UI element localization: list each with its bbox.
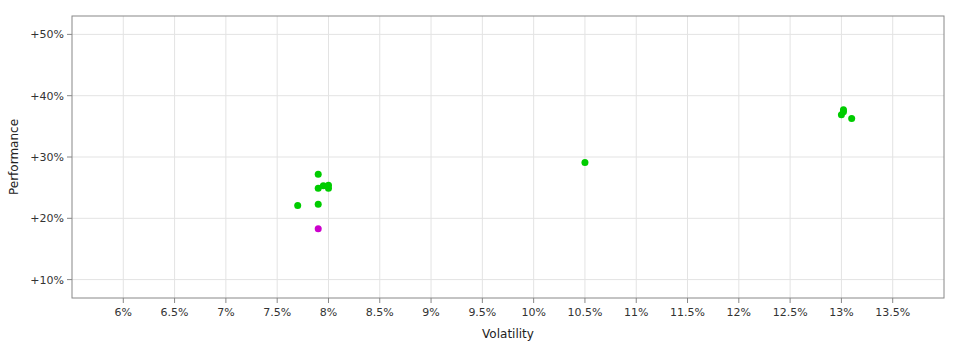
x-tick xyxy=(123,298,124,303)
data-points xyxy=(294,106,855,232)
scatter-point xyxy=(315,225,322,232)
x-tick-label: 9% xyxy=(422,306,439,319)
chart-svg: 6% 6.5% 7% 7.5% 8% 8.5% 9% 9.5% 10% 10.5% 11% 11.5%… xyxy=(0,0,966,350)
x-tick-label: 12.5% xyxy=(773,306,808,319)
x-tick xyxy=(482,298,483,303)
x-tick-label: 10% xyxy=(521,306,545,319)
x-tick xyxy=(841,298,842,303)
plot-frame xyxy=(72,16,944,298)
y-tick-label: +40% xyxy=(30,90,64,103)
x-tick-label: 13% xyxy=(829,306,853,319)
scatter-point xyxy=(315,171,322,178)
x-tick xyxy=(431,298,432,303)
y-tick-label: +10% xyxy=(30,274,64,287)
series xyxy=(315,225,322,232)
x-tick xyxy=(790,298,791,303)
y-grid-line xyxy=(72,218,944,219)
x-tick xyxy=(225,298,226,303)
x-tick xyxy=(687,298,688,303)
y-tick xyxy=(67,157,72,158)
y-tick-label: +30% xyxy=(30,151,64,164)
y-axis-label: Performance xyxy=(7,119,21,195)
y-grid-line xyxy=(72,95,944,96)
x-tick-label: 8% xyxy=(320,306,337,319)
y-tick xyxy=(67,95,72,96)
scatter-point xyxy=(848,115,855,122)
y-tick xyxy=(67,279,72,280)
grid xyxy=(72,16,944,298)
x-tick-label: 7.5% xyxy=(263,306,291,319)
x-tick-label: 6.5% xyxy=(161,306,189,319)
x-axis-label: Volatility xyxy=(482,327,534,341)
x-tick-label: 7% xyxy=(217,306,234,319)
chart-container: 6% 6.5% 7% 7.5% 8% 8.5% 9% 9.5% 10% 10.5% 11% 11.5%… xyxy=(0,0,966,350)
x-tick xyxy=(277,298,278,303)
y-tick-label: +20% xyxy=(30,212,64,225)
y-tick xyxy=(67,34,72,35)
x-tick xyxy=(174,298,175,303)
series xyxy=(294,106,855,209)
x-tick-label: 11.5% xyxy=(670,306,705,319)
x-tick xyxy=(892,298,893,303)
scatter-point xyxy=(294,202,301,209)
x-tick xyxy=(533,298,534,303)
x-tick-label: 10.5% xyxy=(567,306,602,319)
x-tick xyxy=(584,298,585,303)
x-tick xyxy=(738,298,739,303)
x-tick-label: 11% xyxy=(624,306,648,319)
axes: 6% 6.5% 7% 7.5% 8% 8.5% 9% 9.5% 10% 10.5% 11% 11.5%… xyxy=(30,28,910,319)
y-grid-line xyxy=(72,34,944,35)
x-tick-label: 8.5% xyxy=(366,306,394,319)
x-tick xyxy=(328,298,329,303)
scatter-point xyxy=(581,159,588,166)
y-grid-line xyxy=(72,279,944,280)
scatter-point xyxy=(315,201,322,208)
y-tick-label: +50% xyxy=(30,28,64,41)
plot-background xyxy=(72,16,944,298)
y-grid-line xyxy=(72,157,944,158)
y-tick xyxy=(67,218,72,219)
x-tick-label: 9.5% xyxy=(468,306,496,319)
x-tick xyxy=(379,298,380,303)
x-tick-label: 6% xyxy=(115,306,132,319)
scatter-point xyxy=(325,182,332,189)
x-tick-label: 13.5% xyxy=(875,306,910,319)
x-tick xyxy=(636,298,637,303)
scatter-point xyxy=(840,106,847,113)
x-tick-label: 12% xyxy=(727,306,751,319)
